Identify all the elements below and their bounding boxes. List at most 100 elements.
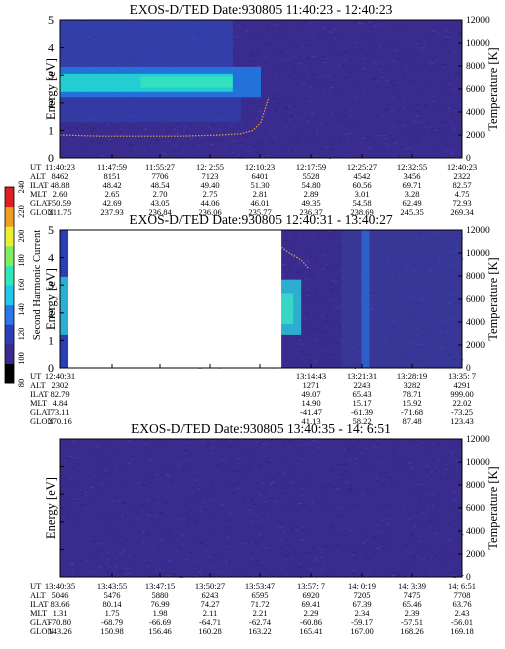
noise-speck (341, 474, 346, 476)
noise-speck (308, 251, 311, 253)
noise-speck (358, 304, 360, 306)
y-tick-label: 1 (48, 123, 54, 137)
noise-speck (220, 504, 224, 506)
noise-speck (169, 55, 173, 57)
noise-speck (360, 277, 363, 279)
noise-speck (77, 123, 79, 125)
orbit-value: 2.60 (53, 189, 68, 199)
noise-speck (211, 447, 214, 449)
noise-speck (426, 504, 429, 506)
noise-speck (329, 148, 332, 150)
noise-speck (89, 487, 94, 488)
orbit-value: 44.06 (200, 198, 219, 208)
noise-speck (170, 136, 174, 138)
noise-speck (452, 490, 456, 492)
orbit-value: 2.21 (253, 608, 268, 618)
y2-tick-label: 0 (466, 573, 471, 583)
noise-speck (220, 138, 223, 140)
noise-speck (373, 84, 375, 85)
orbit-value: 169.18 (450, 626, 473, 636)
noise-speck (300, 106, 302, 108)
noise-speck (434, 284, 437, 286)
noise-speck (297, 138, 299, 140)
noise-speck (170, 29, 175, 31)
noise-speck (339, 474, 343, 475)
noise-speck (89, 466, 92, 468)
noise-speck (267, 513, 270, 515)
noise-speck (434, 150, 436, 152)
orbit-value: 4291 (454, 380, 471, 390)
noise-speck (385, 302, 389, 304)
noise-speck (277, 87, 280, 89)
noise-speck (406, 518, 411, 519)
noise-speck (445, 311, 447, 313)
noise-speck (430, 128, 435, 130)
noise-speck (248, 509, 252, 511)
noise-speck (353, 474, 355, 476)
noise-speck (448, 302, 453, 304)
noise-speck (118, 571, 123, 573)
noise-speck (344, 455, 347, 457)
noise-speck (420, 502, 422, 504)
noise-speck (422, 558, 427, 560)
noise-speck (379, 77, 384, 78)
y2-tick-label: 4000 (466, 527, 485, 537)
noise-speck (98, 38, 101, 40)
noise-speck (107, 495, 110, 497)
noise-speck (212, 50, 214, 52)
noise-speck (239, 142, 244, 144)
noise-speck (251, 540, 254, 542)
noise-speck (281, 446, 285, 448)
noise-speck (288, 246, 291, 248)
noise-speck (285, 491, 288, 493)
y-axis-label: Energy [eV] (44, 268, 58, 330)
noise-speck (299, 231, 301, 233)
noise-speck (395, 79, 397, 81)
noise-speck (70, 138, 73, 140)
noise-speck (389, 571, 392, 573)
noise-speck (398, 459, 403, 461)
noise-speck (137, 482, 140, 484)
noise-speck (340, 445, 343, 447)
noise-speck (452, 74, 454, 75)
noise-speck (207, 56, 210, 58)
noise-speck (173, 467, 176, 469)
noise-speck (83, 141, 86, 143)
noise-speck (372, 61, 376, 63)
noise-speck (175, 550, 178, 552)
noise-speck (432, 308, 435, 310)
noise-speck (109, 459, 113, 461)
colorbar-tick-label: 220 (16, 205, 26, 218)
noise-speck (384, 314, 386, 316)
orbit-value: -57.51 (401, 617, 423, 627)
intensity-band (140, 76, 233, 88)
orbit-row-label: MLT (30, 189, 48, 199)
noise-speck (425, 475, 429, 476)
noise-speck (252, 456, 255, 458)
y2-tick-label: 6000 (466, 504, 485, 514)
noise-speck (402, 506, 405, 508)
orbit-value: 237.93 (100, 207, 123, 217)
y2-tick-label: 4000 (466, 318, 485, 328)
noise-speck (359, 514, 361, 516)
noise-speck (417, 40, 421, 42)
noise-speck (410, 535, 415, 537)
noise-speck (315, 117, 318, 119)
noise-speck (240, 517, 242, 519)
noise-speck (210, 128, 214, 130)
noise-speck (327, 231, 332, 232)
y-tick-label: 1 (48, 333, 54, 347)
noise-speck (163, 154, 165, 156)
noise-speck (271, 108, 274, 110)
noise-speck (273, 21, 276, 23)
noise-speck (299, 539, 304, 541)
orbit-value: 22.02 (452, 398, 471, 408)
orbit-value: 2243 (354, 380, 371, 390)
noise-speck (333, 486, 338, 488)
noise-speck (208, 525, 211, 527)
noise-speck (456, 468, 458, 470)
noise-speck (288, 76, 292, 77)
noise-speck (457, 153, 459, 155)
noise-speck (290, 528, 294, 530)
noise-speck (139, 504, 144, 506)
